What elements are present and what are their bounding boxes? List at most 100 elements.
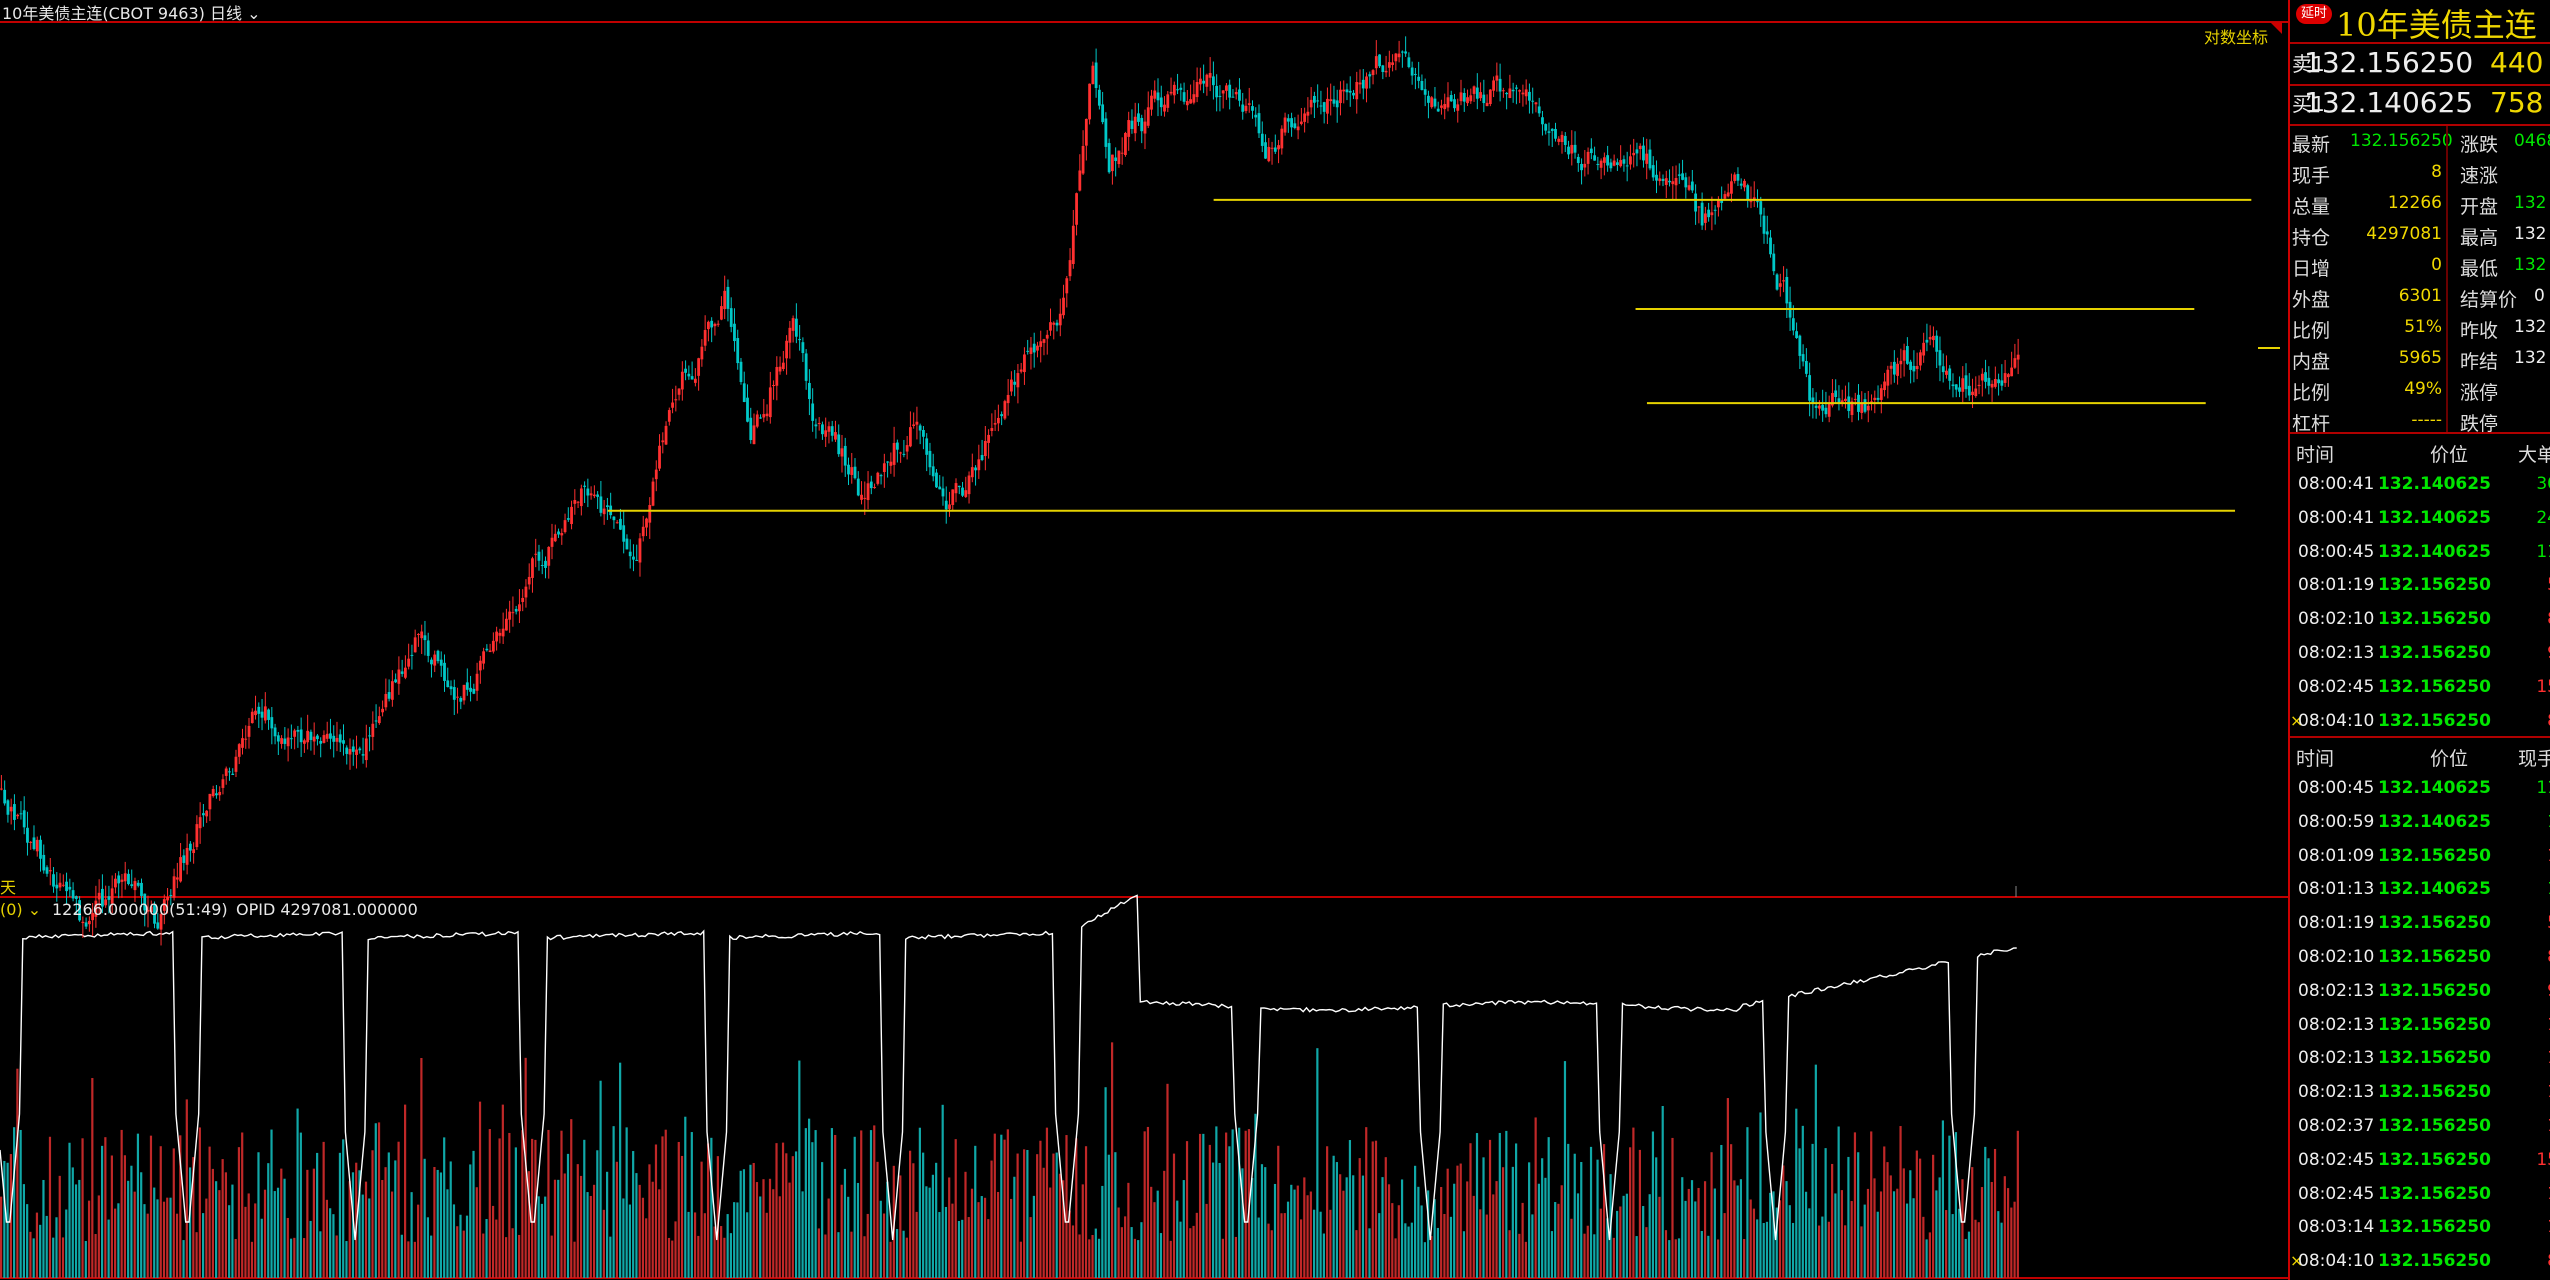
candle-body — [1423, 89, 1427, 95]
candle-body — [645, 518, 648, 528]
volume-bar — [231, 1184, 234, 1278]
candle-body — [335, 737, 339, 742]
volume-bar — [101, 1145, 104, 1278]
candle-body — [1097, 89, 1101, 106]
candle-body — [990, 428, 994, 431]
chart-area[interactable]: 10年美债主连(CBOT 9463) 日线 ⌄ 对数坐标 天 (0) ⌄ 122… — [0, 0, 2288, 1280]
trade-time: 08:02:13 — [2298, 1014, 2375, 1035]
candle-body — [293, 730, 297, 737]
volume-bar — [244, 1206, 247, 1278]
candle-body — [739, 361, 743, 382]
stat-label: 外盘 — [2292, 289, 2331, 311]
volume-bar — [540, 1203, 544, 1278]
volume-indicator-selector[interactable]: (0) ⌄ — [0, 900, 41, 919]
candle-body — [1521, 92, 1525, 95]
candle-body — [830, 426, 834, 436]
volume-bar — [390, 1191, 394, 1278]
candle-body — [1902, 350, 1906, 361]
volume-bar — [358, 1170, 361, 1278]
volume-bar — [247, 1193, 250, 1278]
volume-bar — [1159, 1233, 1163, 1278]
buy-row[interactable]: 买1 132.140625 758 — [2290, 84, 2550, 124]
candle-body — [899, 452, 903, 454]
candle-body — [280, 738, 283, 744]
candle-body — [1084, 118, 1088, 146]
candle-body — [1329, 99, 1333, 102]
candle-body — [1026, 350, 1030, 352]
volume-bar — [1544, 1177, 1547, 1278]
volume-bar — [1518, 1233, 1521, 1278]
volume-bar — [289, 1238, 293, 1278]
candle-body — [13, 804, 16, 820]
candle-body — [1052, 322, 1056, 325]
volume-bar — [873, 1125, 876, 1278]
stat-value: 0 — [2431, 255, 2442, 275]
candle-body — [312, 736, 316, 742]
volume-bar — [280, 1168, 283, 1278]
volume-bar — [680, 1155, 684, 1278]
volume-bar — [299, 1132, 302, 1278]
volume-bar — [1111, 1042, 1114, 1278]
period-selector[interactable]: 日线 ⌄ — [210, 0, 261, 24]
volume-bar — [1798, 1148, 1801, 1278]
candle-body — [1550, 128, 1554, 131]
candle-body — [237, 744, 241, 757]
volume-bar — [1420, 1205, 1423, 1278]
price-tick-marker — [2258, 347, 2280, 349]
candle-body — [1124, 132, 1127, 155]
candle-body — [61, 884, 65, 886]
volume-bar — [1554, 1202, 1557, 1278]
candle-body — [1720, 199, 1724, 203]
candle-body — [426, 640, 430, 656]
candle-body — [1622, 159, 1626, 164]
candle-body — [1042, 339, 1046, 343]
volume-bar — [1058, 1173, 1062, 1278]
trade-time: 08:02:13 — [2298, 643, 2375, 663]
volume-bar — [1319, 1211, 1322, 1278]
sell-row[interactable]: 卖1 132.156250 440 — [2290, 44, 2550, 84]
volume-bar — [1032, 1195, 1036, 1278]
volume-bar — [1501, 1167, 1505, 1278]
trade-qty: 5 — [2547, 575, 2550, 595]
candle-body — [1984, 372, 1987, 382]
log-axis-toggle[interactable]: 对数坐标 — [2204, 28, 2269, 47]
volume-bar — [1078, 1234, 1081, 1278]
volume-bar — [319, 1231, 322, 1278]
volume-bar — [130, 1165, 133, 1278]
candle-body — [1896, 363, 1899, 376]
candle-body — [1625, 165, 1629, 167]
candle-body — [680, 371, 684, 390]
candle-body — [1117, 150, 1121, 165]
volume-bar — [586, 1192, 589, 1278]
candle-body — [834, 432, 837, 440]
candle-body — [1619, 160, 1623, 167]
volume-bar — [759, 1196, 762, 1278]
candle-body — [195, 824, 199, 848]
kline-chart[interactable] — [0, 0, 2288, 1280]
candle-body — [1778, 283, 1782, 287]
volume-bar — [436, 1169, 439, 1278]
